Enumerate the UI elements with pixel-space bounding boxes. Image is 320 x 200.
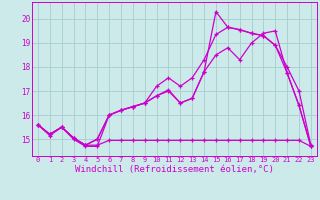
X-axis label: Windchill (Refroidissement éolien,°C): Windchill (Refroidissement éolien,°C) (75, 165, 274, 174)
